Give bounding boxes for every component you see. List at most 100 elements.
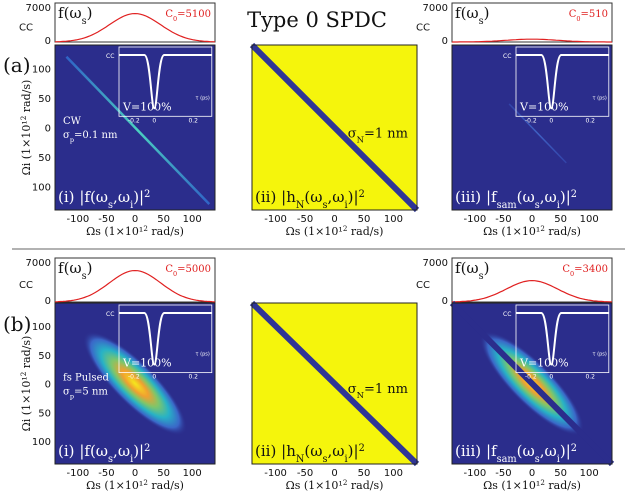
inset-xtick: 0.2	[188, 117, 198, 124]
marginal-ylabel: CC	[19, 280, 33, 291]
marginal-ytick: 0	[442, 36, 448, 47]
inset-xlabel: τ (ps)	[593, 95, 607, 101]
xtick-label: 100	[384, 468, 403, 479]
heatmap-frame	[251, 302, 418, 465]
jsa-line	[508, 103, 567, 164]
x-axis-label: Ωs (1×10¹2 rad/s)	[86, 478, 184, 493]
visibility-label: V=100%	[122, 100, 172, 113]
marginal-axes	[54, 2, 216, 43]
ytick-label: 50	[38, 408, 51, 419]
xtick-label: 0	[132, 214, 138, 225]
x-axis-label: Ωs (1×10¹2 rad/s)	[286, 224, 384, 239]
panel-b-ii: σN=1 nm (ii) |hN(ωs,ωi)|2 -100 -50 0 50 100Ωs …	[249, 300, 420, 493]
c0-label: C0=5000	[165, 264, 211, 278]
marginal-axes	[54, 257, 216, 303]
ytick-label: 100	[32, 322, 51, 333]
visibility-label: V=100%	[122, 357, 172, 370]
annotation-text: fs Pulsed	[63, 372, 109, 383]
inset-xlabel: τ (ps)	[593, 352, 607, 358]
inset-xlabel: τ (ps)	[196, 95, 210, 101]
xtick-label: -100	[67, 214, 90, 225]
ytick-label: 50	[38, 94, 51, 105]
xtick-label: 0	[132, 468, 138, 479]
inset-xtick: -0.2	[128, 117, 140, 124]
xtick-label: -50	[495, 214, 511, 225]
x-axis-label: Ωs (1×10¹2 rad/s)	[286, 478, 384, 493]
xtick-label: 100	[580, 468, 599, 479]
inset-frame	[515, 46, 610, 117]
marginal-ytick: 7000	[423, 258, 448, 269]
panel-b-i: 7000 0 CC f(ωs) C0=5000 CC τ (ps) -0.2 0 0.2 V=100…	[19, 257, 216, 493]
marginal-ytick: 0	[45, 296, 51, 307]
xtick-label: -100	[67, 468, 90, 479]
annotation-text: CW	[63, 116, 82, 127]
xtick-label: -50	[98, 214, 114, 225]
inset-ylabel: CC	[106, 311, 114, 318]
marginal-label: f(ωs)	[58, 4, 93, 27]
xtick-label: 100	[183, 468, 202, 479]
ytick-label: 100	[32, 437, 51, 448]
marginal-ytick: 7000	[26, 3, 51, 14]
xtick-label: 0	[331, 468, 337, 479]
xtick-label: 0	[529, 468, 535, 479]
xtick-label: -50	[98, 468, 114, 479]
xtick-label: 50	[157, 468, 170, 479]
marginal-ytick: 7000	[26, 258, 51, 269]
row-label-a: (a)	[3, 53, 31, 77]
ytick-label: 100	[32, 65, 51, 76]
inset-xtick: -0.2	[128, 374, 140, 381]
inset-xtick: 0	[152, 117, 156, 124]
panel-a-iii: 7000 0 CC f(ωs) C0=510 CC τ (ps) -0.2 0 0.2 V=100%…	[416, 2, 613, 239]
y-axis-label: Ωi (1×10¹2 rad/s)	[19, 80, 34, 176]
c0-label: C0=3400	[562, 264, 608, 278]
panel-formula-label: (iii) |fsam(ωs,ωi)|2	[455, 188, 577, 211]
inset-ylabel: CC	[503, 53, 511, 60]
annotation-text: σN=1 nm	[348, 382, 408, 400]
marginal-ytick: 0	[442, 296, 448, 307]
marginal-ylabel: CC	[416, 280, 430, 291]
xtick-label: -50	[297, 214, 313, 225]
panel-formula-label: (i) |f(ωs,ωi)|2	[58, 442, 150, 465]
ytick-label: 0	[45, 380, 51, 391]
xtick-label: 50	[554, 468, 567, 479]
x-axis-label: Ωs (1×10¹2 rad/s)	[483, 224, 581, 239]
marginal-ylabel: CC	[416, 23, 430, 34]
inset-ylabel: CC	[503, 311, 511, 318]
ytick-label: 50	[38, 153, 51, 164]
marginal-label: f(ωs)	[455, 4, 490, 27]
panel-formula-label: (ii) |hN(ωs,ωi)|2	[255, 442, 365, 465]
marginal-label: f(ωs)	[58, 259, 93, 282]
heatmap-frame	[451, 302, 613, 465]
inset-xtick: 0	[549, 374, 553, 381]
heatmap-frame	[54, 44, 216, 211]
inset-ylabel: CC	[106, 53, 114, 60]
x-axis-label: Ωs (1×10¹2 rad/s)	[86, 224, 184, 239]
x-axis-label: Ωs (1×10¹2 rad/s)	[483, 478, 581, 493]
marginal-ytick: 7000	[423, 3, 448, 14]
annotation-text: σp=0.1 nm	[63, 130, 118, 144]
panel-formula-label: (i) |f(ωs,ωi)|2	[58, 188, 150, 211]
panel-b-iii: 7000 0 CC f(ωs) C0=3400 CC τ (ps) -0.2 0 0.2 V=100…	[416, 257, 615, 493]
panel-a-ii: σN=1 nm (ii) |hN(ωs,ωi)|2 -100 -50 0 50 100Ωs …	[249, 42, 420, 239]
heatmap-frame	[54, 302, 216, 465]
jsa-line	[65, 55, 211, 205]
spectrum-curve	[54, 12, 216, 43]
filter-diagonal	[249, 300, 420, 467]
ytick-label: 50	[38, 351, 51, 362]
visibility-label: V=100%	[519, 100, 569, 113]
c0-label: C0=510	[569, 9, 608, 23]
panel-formula-label: (iii) |fsam(ωs,ωi)|2	[455, 442, 577, 465]
spectrum-curve	[452, 279, 612, 303]
marginal-ytick: 0	[45, 36, 51, 47]
marginal-ylabel: CC	[19, 23, 33, 34]
xtick-label: -50	[297, 468, 313, 479]
figure-title: Type 0 SPDC	[247, 8, 387, 32]
xtick-label: 100	[183, 214, 202, 225]
inset-xtick: 0	[152, 374, 156, 381]
xtick-label: -50	[495, 468, 511, 479]
xtick-label: 0	[529, 214, 535, 225]
inset-xtick: -0.2	[525, 117, 537, 124]
xtick-label: 50	[358, 468, 371, 479]
visibility-label: V=100%	[519, 357, 569, 370]
